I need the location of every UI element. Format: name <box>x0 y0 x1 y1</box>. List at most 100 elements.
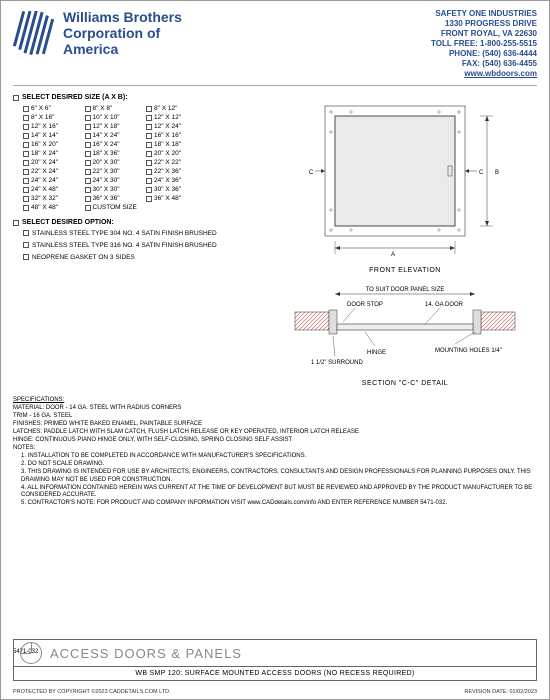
note-item: 2. DO NOT SCALE DRAWING. <box>21 461 537 469</box>
size-label: 12" X 12" <box>154 114 181 121</box>
size-label: 16" X 24" <box>93 141 120 148</box>
size-option[interactable]: 18" X 36" <box>85 150 141 157</box>
size-label: 18" X 18" <box>154 141 181 148</box>
size-section-head: SELECT DESIRED SIZE (A X B): <box>13 94 263 101</box>
size-option[interactable]: 22" X 36" <box>146 168 202 175</box>
company-line1: Williams Brothers <box>63 9 182 25</box>
size-option[interactable]: 8" X 8" <box>85 105 141 112</box>
checkbox-icon <box>85 205 91 211</box>
option-item[interactable]: STAINLESS STEEL TYPE 316 NO. 4 SATIN FIN… <box>23 242 263 250</box>
contact-block: SAFETY ONE INDUSTRIES 1330 PROGRESS DRIV… <box>431 9 537 79</box>
size-label: 22" X 30" <box>93 168 120 175</box>
checkbox-icon <box>85 196 91 202</box>
size-option[interactable]: 22" X 30" <box>85 168 141 175</box>
size-option[interactable]: 22" X 22" <box>146 159 202 166</box>
contact-phone: PHONE: (540) 636-4444 <box>431 49 537 59</box>
size-label: 14" X 24" <box>93 132 120 139</box>
size-label: 18" X 36" <box>93 150 120 157</box>
size-option[interactable]: 24" X 48" <box>23 186 79 193</box>
checkbox-icon <box>23 106 29 112</box>
size-option[interactable]: 18" X 18" <box>146 141 202 148</box>
size-option[interactable]: 12" X 24" <box>146 123 202 130</box>
size-option <box>208 177 264 184</box>
checkbox-icon <box>23 187 29 193</box>
size-option[interactable]: 24" X 24" <box>23 177 79 184</box>
option-label: STAINLESS STEEL TYPE 316 NO. 4 SATIN FIN… <box>32 242 217 250</box>
checkbox-icon <box>146 169 152 175</box>
size-option[interactable]: 30" X 30" <box>85 186 141 193</box>
logo-block: Williams Brothers Corporation of America <box>13 9 182 57</box>
header: Williams Brothers Corporation of America… <box>13 9 537 79</box>
size-option[interactable]: 12" X 18" <box>85 123 141 130</box>
size-option[interactable]: CUSTOM SIZE <box>85 204 141 211</box>
checkbox-icon <box>23 160 29 166</box>
size-option[interactable]: 16" X 16" <box>146 132 202 139</box>
left-column: SELECT DESIRED SIZE (A X B): 6" X 6" 8" X… <box>13 90 263 387</box>
size-option[interactable]: 30" X 36" <box>146 186 202 193</box>
checkbox-icon <box>23 124 29 130</box>
size-option <box>208 114 264 121</box>
size-label: 20" X 20" <box>154 150 181 157</box>
svg-text:DOOR STOP: DOOR STOP <box>347 302 383 308</box>
checkbox-icon <box>23 151 29 157</box>
checkbox-icon <box>13 220 19 226</box>
size-label: 18" X 24" <box>31 150 58 157</box>
spec-finishes: FINISHES: PRIMED WHITE BAKED ENAMEL, PAI… <box>13 421 537 429</box>
size-option[interactable]: 20" X 30" <box>85 159 141 166</box>
section-detail-label: SECTION "C-C" DETAIL <box>285 380 525 387</box>
option-label: NEOPRENE GASKET ON 3 SIDES <box>32 254 135 262</box>
size-option[interactable]: 14" X 14" <box>23 132 79 139</box>
checkbox-icon <box>23 196 29 202</box>
size-option[interactable]: 24" X 36" <box>146 177 202 184</box>
contact-fax: FAX: (540) 636-4455 <box>431 59 537 69</box>
size-label: 24" X 24" <box>31 177 58 184</box>
checkbox-icon <box>85 151 91 157</box>
size-option <box>208 159 264 166</box>
size-option[interactable]: 6" X 6" <box>23 105 79 112</box>
specs-heading: SPECIFICATIONS: <box>13 397 64 403</box>
size-option[interactable]: 12" X 16" <box>23 123 79 130</box>
size-option[interactable]: 24" X 30" <box>85 177 141 184</box>
size-option[interactable]: 20" X 20" <box>146 150 202 157</box>
company-name: Williams Brothers Corporation of America <box>63 9 182 57</box>
checkbox-icon <box>85 187 91 193</box>
note-item: 4. ALL INFORMATION CONTAINED HEREIN WAS … <box>21 485 537 500</box>
option-head-label: SELECT DESIRED OPTION: <box>22 219 114 226</box>
size-option <box>146 204 202 211</box>
size-option[interactable]: 16" X 24" <box>85 141 141 148</box>
size-option[interactable]: 8" X 16" <box>23 114 79 121</box>
size-label: 8" X 16" <box>31 114 54 121</box>
size-option <box>208 168 264 175</box>
size-option[interactable]: 20" X 24" <box>23 159 79 166</box>
svg-text:HINGE: HINGE <box>367 350 386 356</box>
option-item[interactable]: STAINLESS STEEL TYPE 304 NO. 4 SATIN FIN… <box>23 230 263 238</box>
size-label: 12" X 24" <box>154 123 181 130</box>
size-option[interactable]: 16" X 20" <box>23 141 79 148</box>
company-line2: Corporation of <box>63 25 182 41</box>
size-option[interactable]: 48" X 48" <box>23 204 79 211</box>
svg-text:MOUNTING HOLES 1/4": MOUNTING HOLES 1/4" <box>435 348 502 354</box>
size-option[interactable]: 36" X 36" <box>85 195 141 202</box>
front-elevation-drawing: C C A B <box>305 96 505 274</box>
size-label: 36" X 36" <box>93 195 120 202</box>
contact-url[interactable]: www.wbdoors.com <box>464 69 537 78</box>
size-option[interactable]: 32" X 32" <box>23 195 79 202</box>
size-option <box>208 195 264 202</box>
size-label: 22" X 36" <box>154 168 181 175</box>
size-option[interactable]: 12" X 12" <box>146 114 202 121</box>
checkbox-icon <box>146 187 152 193</box>
option-item[interactable]: NEOPRENE GASKET ON 3 SIDES <box>23 254 263 262</box>
size-option[interactable]: 36" X 48" <box>146 195 202 202</box>
checkbox-icon <box>85 124 91 130</box>
option-section-head: SELECT DESIRED OPTION: <box>13 219 263 226</box>
size-option[interactable]: 22" X 24" <box>23 168 79 175</box>
size-option[interactable]: 8" X 12" <box>146 105 202 112</box>
size-option[interactable]: 14" X 24" <box>85 132 141 139</box>
size-option[interactable]: 10" X 10" <box>85 114 141 121</box>
section-detail-drawing: TO SUIT DOOR PANEL SIZE <box>285 284 525 387</box>
size-label: 12" X 16" <box>31 123 58 130</box>
size-label: 24" X 30" <box>93 177 120 184</box>
svg-text:1 1/2" SURROUND: 1 1/2" SURROUND <box>311 360 363 366</box>
size-option[interactable]: 18" X 24" <box>23 150 79 157</box>
svg-text:C: C <box>479 170 484 176</box>
